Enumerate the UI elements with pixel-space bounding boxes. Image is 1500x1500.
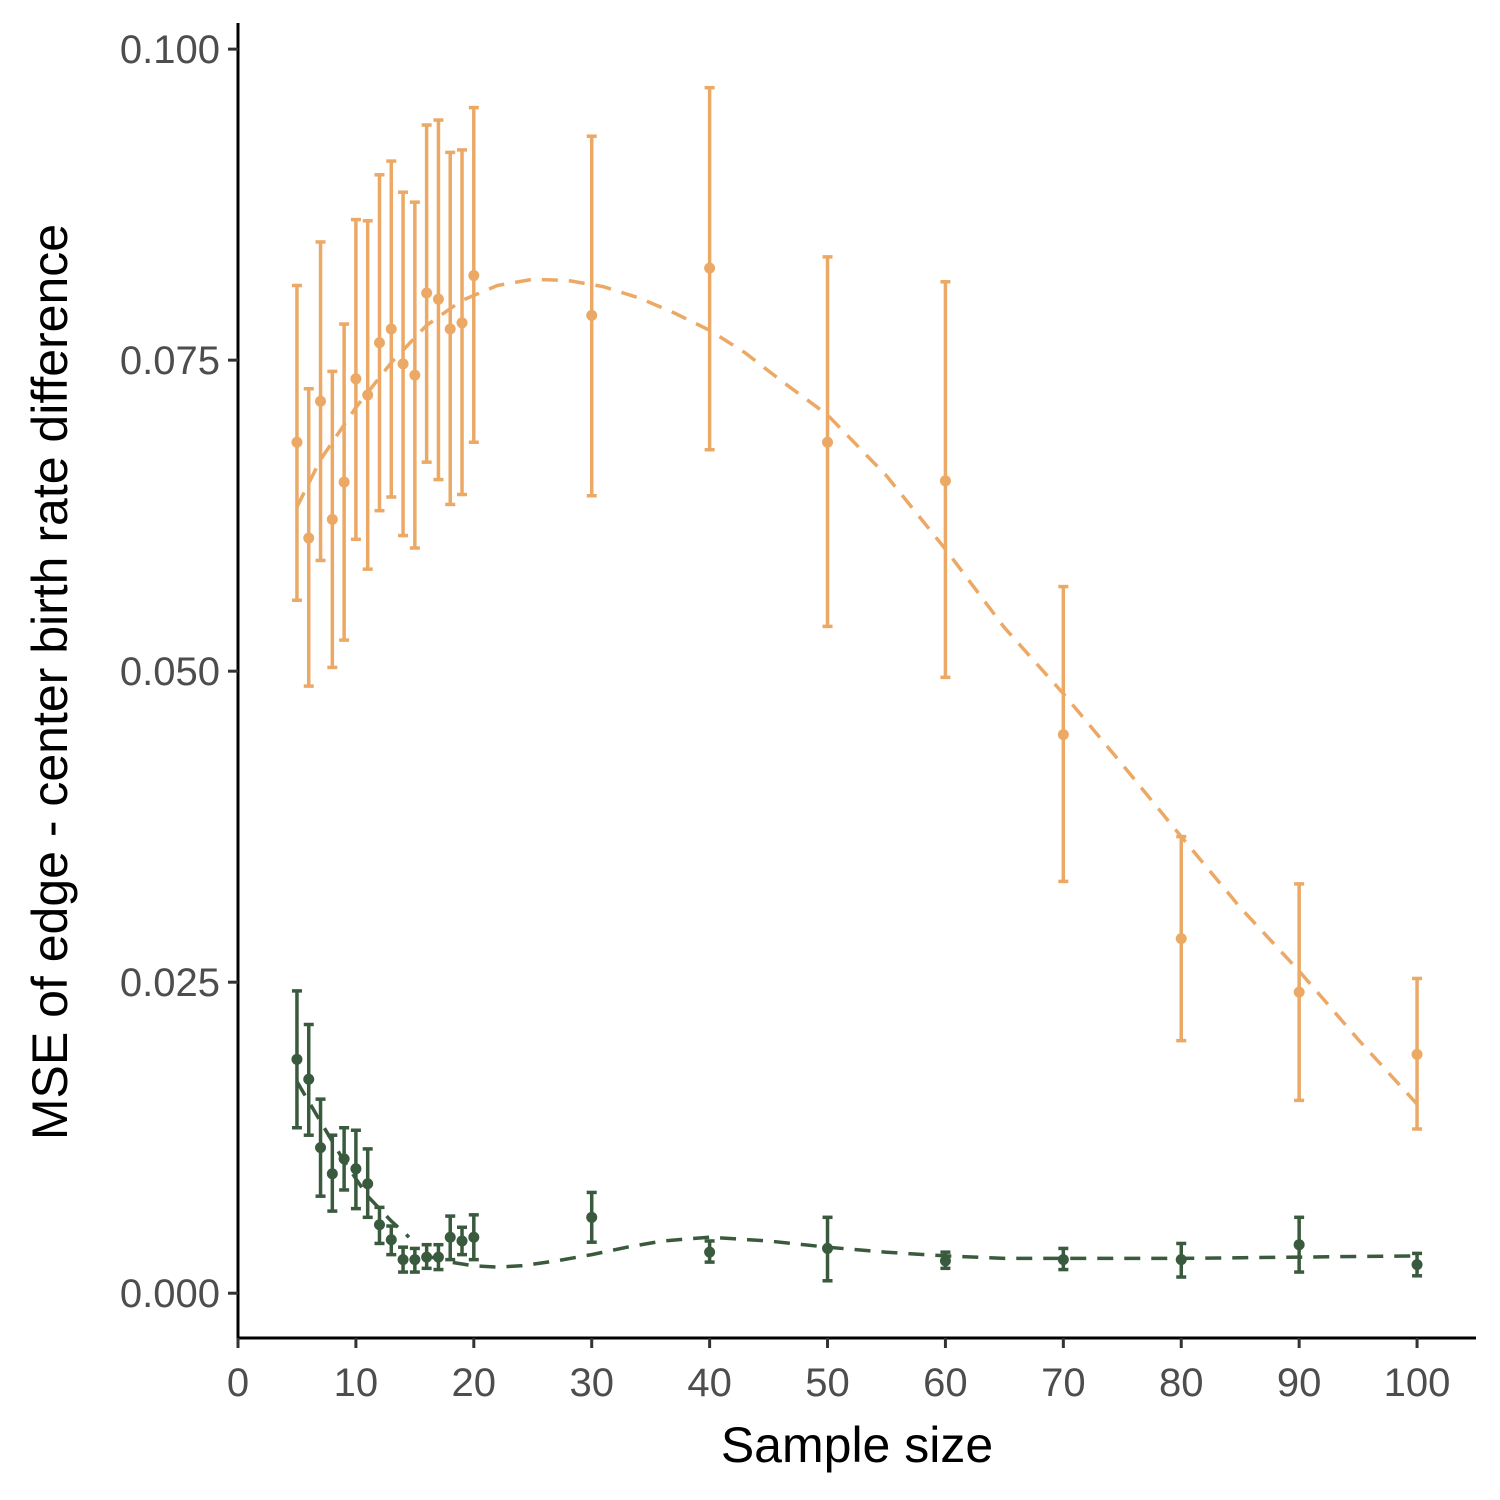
- x-tick-label: 40: [687, 1361, 732, 1405]
- data-point: [385, 1234, 397, 1246]
- data-point: [939, 1255, 951, 1267]
- data-point: [586, 1211, 598, 1223]
- data-point: [704, 1246, 716, 1258]
- data-point: [822, 1242, 834, 1254]
- y-tick-label: 0.075: [120, 339, 220, 383]
- y-tick-label: 0.000: [120, 1272, 220, 1316]
- x-tick-label: 20: [452, 1361, 497, 1405]
- data-point: [704, 262, 716, 274]
- y-axis-title: MSE of edge - center birth rate differen…: [22, 224, 78, 1140]
- x-tick-label: 0: [227, 1361, 249, 1405]
- data-point: [456, 1235, 468, 1247]
- data-point: [326, 513, 338, 525]
- x-tick-label: 90: [1277, 1361, 1322, 1405]
- x-tick-label: 60: [923, 1361, 968, 1405]
- data-point: [362, 389, 374, 401]
- x-axis: 0 10 20 30 40 50 60 70 80 90 100: [227, 1336, 1476, 1405]
- data-point: [1057, 729, 1069, 741]
- data-point: [303, 1073, 315, 1085]
- data-point: [291, 436, 303, 448]
- data-point: [468, 270, 480, 282]
- x-tick-label: 80: [1159, 1361, 1204, 1405]
- trend-line: [295, 277, 1419, 1106]
- data-point: [939, 475, 951, 487]
- x-tick-label: 30: [569, 1361, 614, 1405]
- x-tick-label: 100: [1384, 1361, 1451, 1405]
- data-point: [421, 1251, 433, 1263]
- data-point: [822, 436, 834, 448]
- data-point: [338, 476, 350, 488]
- data-point: [444, 323, 456, 335]
- data-point: [1411, 1259, 1423, 1271]
- x-tick-label: 50: [805, 1361, 850, 1405]
- data-point: [1175, 1254, 1187, 1266]
- data-point: [444, 1231, 456, 1243]
- data-point: [350, 373, 362, 385]
- data-point: [291, 1053, 303, 1065]
- data-point: [409, 1254, 421, 1266]
- data-point: [397, 358, 409, 370]
- data-point: [456, 317, 468, 329]
- data-point: [373, 1219, 385, 1231]
- x-tick-label: 70: [1041, 1361, 1086, 1405]
- series-layer: [291, 85, 1423, 1283]
- trend-line: [295, 1080, 411, 1239]
- data-point: [432, 1251, 444, 1263]
- plot-area: [291, 85, 1423, 1283]
- data-point: [421, 287, 433, 299]
- data-point: [397, 1254, 409, 1266]
- trend-line: [426, 1235, 1418, 1269]
- data-point: [338, 1153, 350, 1165]
- y-axis: 0.000 0.025 0.050 0.075 0.100: [120, 23, 240, 1338]
- data-point: [1411, 1048, 1423, 1060]
- x-tick-label: 10: [334, 1361, 379, 1405]
- data-point: [1175, 933, 1187, 945]
- y-tick-label: 0.050: [120, 650, 220, 694]
- data-point: [385, 323, 397, 335]
- y-tick-label: 0.025: [120, 961, 220, 1005]
- data-point: [432, 293, 444, 305]
- data-point: [315, 1142, 327, 1154]
- data-point: [362, 1178, 374, 1190]
- data-point: [373, 337, 385, 349]
- data-point: [315, 395, 327, 407]
- x-axis-title: Sample size: [721, 1417, 993, 1473]
- data-point: [303, 532, 315, 544]
- data-point: [350, 1163, 362, 1175]
- data-point: [326, 1168, 338, 1180]
- data-point: [1293, 1239, 1305, 1251]
- series-2: [291, 989, 1423, 1283]
- data-point: [1057, 1254, 1069, 1266]
- data-point: [586, 309, 598, 321]
- data-point: [409, 369, 421, 381]
- data-point: [1293, 986, 1305, 998]
- series-1: [291, 85, 1423, 1131]
- data-point: [468, 1231, 480, 1243]
- y-tick-label: 0.100: [120, 28, 220, 72]
